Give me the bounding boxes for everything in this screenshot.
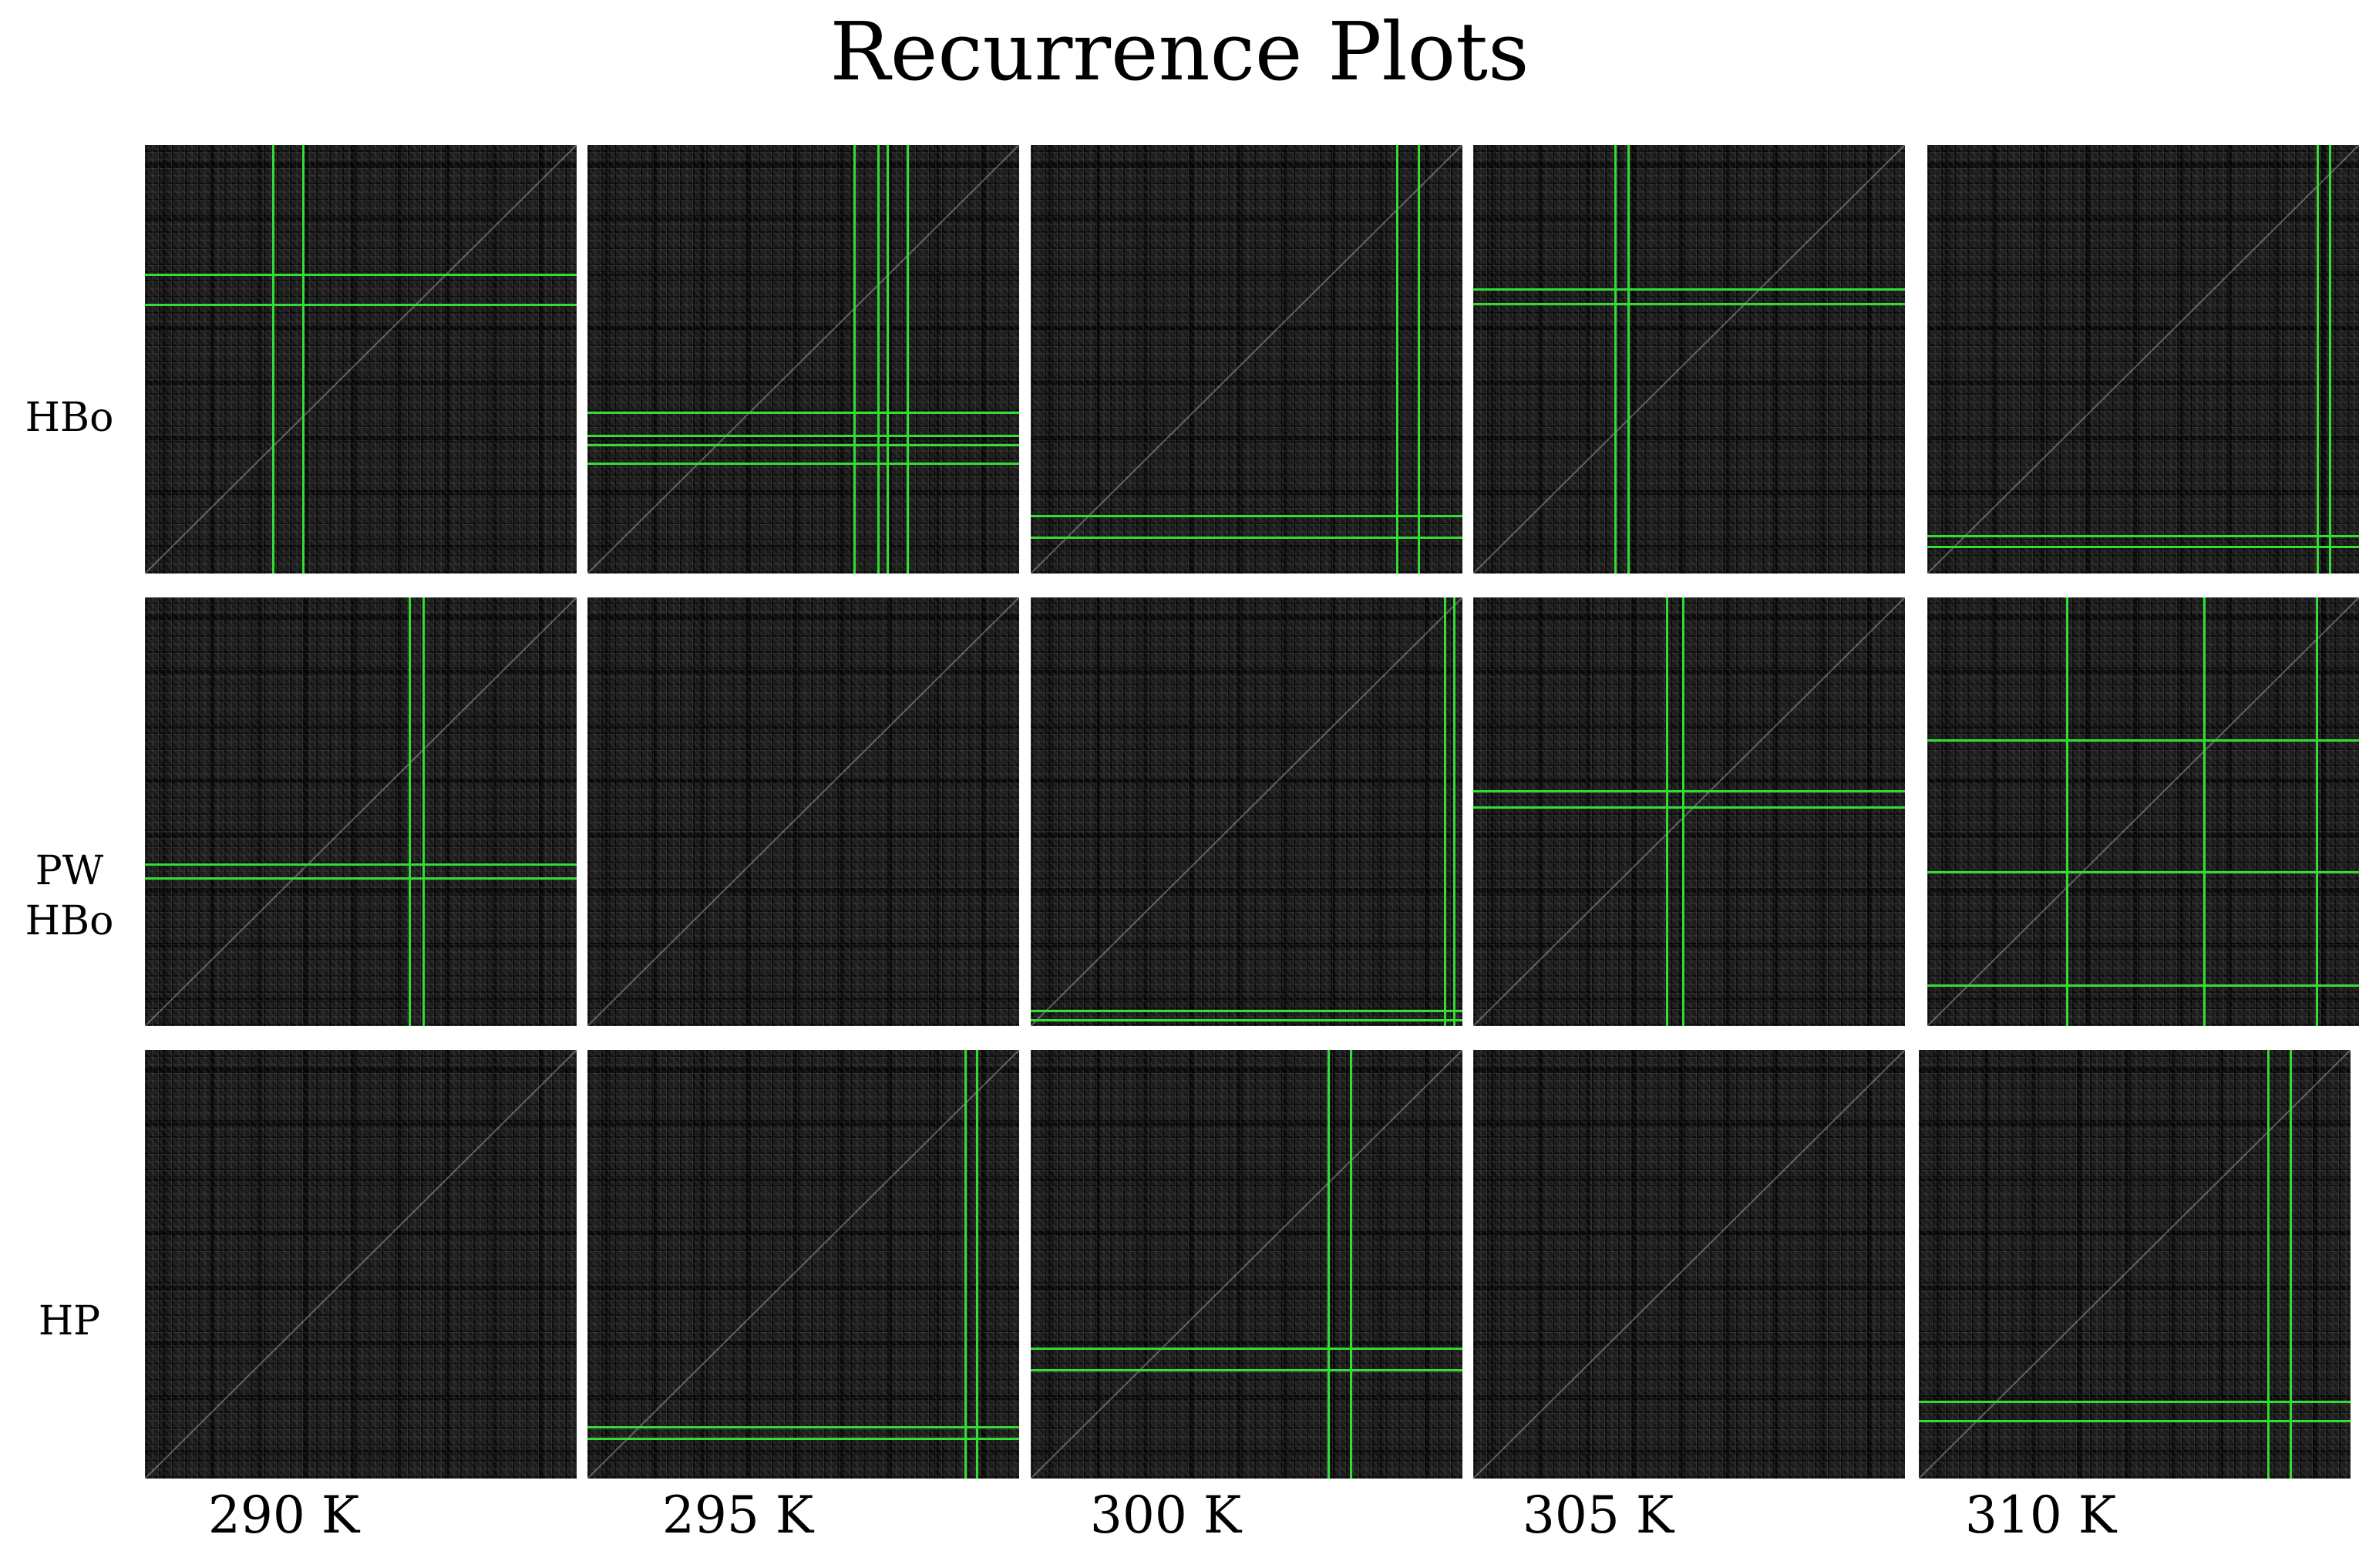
column-label-290k: 290 K bbox=[207, 1486, 360, 1545]
marker-line-horizontal bbox=[587, 412, 1019, 414]
recurrence-plot-pw-hbo-305k bbox=[1473, 597, 1905, 1026]
recurrence-plot-hp-295k bbox=[587, 1050, 1019, 1479]
marker-line-horizontal bbox=[1473, 288, 1905, 291]
recurrence-plot-pw-hbo-300k bbox=[1031, 597, 1462, 1026]
marker-line-horizontal bbox=[1927, 871, 2359, 873]
marker-line-horizontal bbox=[1919, 1401, 2351, 1403]
marker-line-vertical bbox=[2267, 1050, 2270, 1479]
plot-diagonal bbox=[1473, 1050, 1905, 1479]
marker-line-vertical bbox=[1396, 145, 1398, 574]
row-label-hp: HP bbox=[0, 1297, 139, 1347]
marker-line-horizontal bbox=[1031, 1019, 1462, 1021]
marker-line-vertical bbox=[2316, 597, 2318, 1026]
marker-line-vertical bbox=[1614, 145, 1617, 574]
column-label-305k: 305 K bbox=[1522, 1486, 1674, 1545]
marker-line-vertical bbox=[1444, 597, 1446, 1026]
column-label-310k: 310 K bbox=[1964, 1486, 2117, 1545]
marker-line-vertical bbox=[2290, 1050, 2292, 1479]
marker-line-vertical bbox=[907, 145, 909, 574]
recurrence-plot-hbo-290k bbox=[145, 145, 577, 574]
marker-line-horizontal bbox=[145, 863, 577, 866]
plot-diagonal bbox=[145, 145, 577, 574]
marker-line-vertical bbox=[1627, 145, 1630, 574]
marker-line-horizontal bbox=[1031, 1010, 1462, 1012]
plot-diagonal bbox=[1031, 145, 1462, 574]
marker-line-horizontal bbox=[145, 274, 577, 276]
plot-diagonal bbox=[1927, 145, 2359, 574]
marker-line-vertical bbox=[976, 1050, 978, 1479]
marker-line-horizontal bbox=[145, 877, 577, 880]
marker-line-horizontal bbox=[1927, 984, 2359, 987]
marker-line-horizontal bbox=[587, 1438, 1019, 1440]
marker-line-horizontal bbox=[1031, 1348, 1462, 1350]
plot-diagonal bbox=[1473, 145, 1905, 574]
recurrence-plot-hbo-300k bbox=[1031, 145, 1462, 574]
recurrence-plot-hp-310k bbox=[1919, 1050, 2351, 1479]
row-label-line: PW bbox=[35, 848, 104, 894]
column-label-295k: 295 K bbox=[661, 1486, 814, 1545]
recurrence-plot-pw-hbo-310k bbox=[1927, 597, 2359, 1026]
plot-diagonal bbox=[587, 1050, 1019, 1479]
recurrence-plot-pw-hbo-290k bbox=[145, 597, 577, 1026]
marker-line-vertical bbox=[2329, 145, 2331, 574]
marker-line-vertical bbox=[2203, 597, 2206, 1026]
plot-diagonal bbox=[587, 597, 1019, 1026]
row-label-line: HBo bbox=[25, 898, 114, 944]
marker-line-vertical bbox=[1453, 597, 1455, 1026]
recurrence-plot-hp-305k bbox=[1473, 1050, 1905, 1479]
plot-diagonal bbox=[145, 597, 577, 1026]
plot-diagonal bbox=[1031, 597, 1462, 1026]
recurrence-plot-hbo-310k bbox=[1927, 145, 2359, 574]
marker-line-horizontal bbox=[1927, 535, 2359, 537]
marker-line-vertical bbox=[887, 145, 889, 574]
recurrence-plot-hp-300k bbox=[1031, 1050, 1462, 1479]
plot-diagonal bbox=[587, 145, 1019, 574]
marker-line-vertical bbox=[409, 597, 411, 1026]
marker-line-vertical bbox=[302, 145, 305, 574]
marker-line-vertical bbox=[1328, 1050, 1330, 1479]
marker-line-horizontal bbox=[587, 444, 1019, 446]
marker-line-vertical bbox=[1682, 597, 1684, 1026]
recurrence-plot-hbo-305k bbox=[1473, 145, 1905, 574]
plot-diagonal bbox=[1031, 1050, 1462, 1479]
marker-line-vertical bbox=[422, 597, 425, 1026]
marker-line-horizontal bbox=[1031, 1369, 1462, 1371]
figure-title: Recurrence Plots bbox=[830, 5, 1529, 99]
marker-line-horizontal bbox=[1031, 537, 1462, 539]
row-label-pw-hbo: PW HBo bbox=[0, 846, 139, 947]
marker-line-vertical bbox=[2066, 597, 2068, 1026]
recurrence-plot-pw-hbo-295k bbox=[587, 597, 1019, 1026]
marker-line-vertical bbox=[877, 145, 880, 574]
marker-line-horizontal bbox=[587, 463, 1019, 465]
plot-diagonal bbox=[1473, 597, 1905, 1026]
marker-line-horizontal bbox=[145, 304, 577, 306]
marker-line-horizontal bbox=[1919, 1420, 2351, 1422]
plot-diagonal bbox=[1919, 1050, 2351, 1479]
row-label-hbo: HBo bbox=[0, 393, 139, 443]
marker-line-vertical bbox=[853, 145, 856, 574]
marker-line-horizontal bbox=[1473, 303, 1905, 305]
plot-diagonal bbox=[1927, 597, 2359, 1026]
row-label-line: HBo bbox=[25, 395, 114, 441]
marker-line-horizontal bbox=[1473, 790, 1905, 792]
marker-line-vertical bbox=[1666, 597, 1668, 1026]
marker-line-vertical bbox=[2317, 145, 2319, 574]
marker-line-horizontal bbox=[1031, 515, 1462, 517]
recurrence-plot-hbo-295k bbox=[587, 145, 1019, 574]
marker-line-horizontal bbox=[587, 1426, 1019, 1428]
marker-line-vertical bbox=[272, 145, 274, 574]
row-label-line: HP bbox=[38, 1298, 101, 1344]
plot-diagonal bbox=[145, 1050, 577, 1479]
marker-line-vertical bbox=[1350, 1050, 1352, 1479]
marker-line-horizontal bbox=[1927, 739, 2359, 742]
marker-line-horizontal bbox=[587, 435, 1019, 437]
column-label-300k: 300 K bbox=[1089, 1486, 1242, 1545]
recurrence-plot-hp-290k bbox=[145, 1050, 577, 1479]
marker-line-horizontal bbox=[1927, 546, 2359, 548]
marker-line-vertical bbox=[964, 1050, 967, 1479]
marker-line-vertical bbox=[1418, 145, 1420, 574]
marker-line-horizontal bbox=[1473, 806, 1905, 809]
